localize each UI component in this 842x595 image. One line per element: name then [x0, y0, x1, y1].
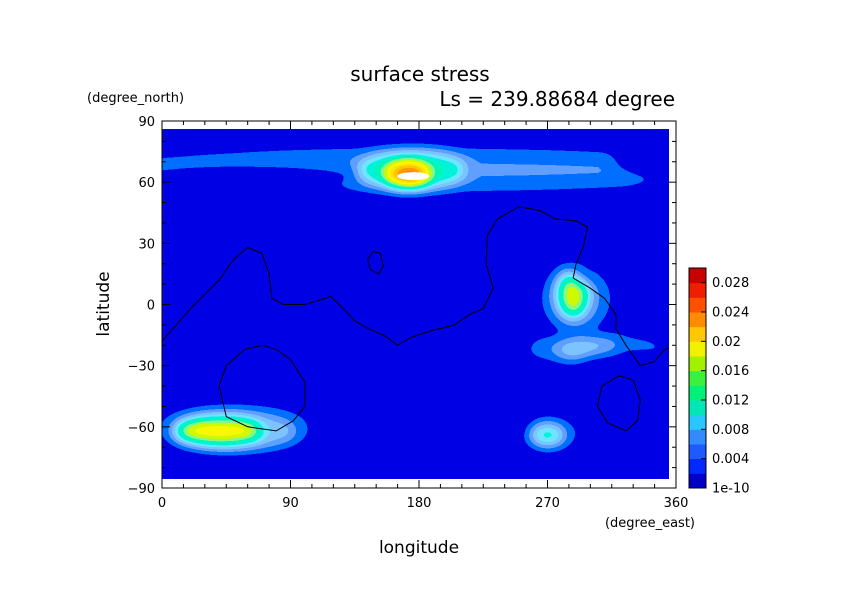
contour-line-1: [367, 251, 384, 275]
contour-line-3: [596, 375, 641, 432]
field-blob-10: [558, 271, 588, 317]
colorbar-tick-label: 1e-10: [712, 482, 750, 497]
saturation-patch: [397, 172, 430, 181]
colorbar-tick-label: 0.008: [712, 423, 749, 438]
y-tick-label: −30: [128, 360, 155, 375]
topography-contours: [162, 206, 669, 432]
field-blob-23: [361, 410, 534, 444]
colorbar-segment: [689, 282, 706, 298]
y-unit-label: (degree_north): [87, 91, 184, 106]
colorbar-segment: [689, 400, 706, 416]
colorbar-segment: [689, 458, 706, 474]
colorbar-segment: [689, 326, 706, 342]
x-axis-label: longitude: [379, 538, 459, 558]
axes: 0 90 180 270 360 90 60 30 0 −30 −60 −90: [128, 115, 689, 511]
y-tick-label: −60: [128, 421, 155, 436]
colorbar-tick-label: 0.028: [712, 276, 749, 291]
colorbar-tick-label: 0.016: [712, 364, 749, 379]
field-blob-24: [162, 455, 669, 479]
y-tick-label: 0: [147, 299, 155, 314]
colorbar-tick-label: 0.024: [712, 306, 749, 321]
x-unit-label: (degree_east): [605, 516, 695, 531]
x-tick-label: 90: [282, 496, 299, 511]
heatmap-field: [162, 129, 669, 479]
field-blob-25: [647, 418, 669, 444]
field-blob-16: [304, 375, 591, 397]
colorbar-segment: [689, 444, 706, 460]
colorbar-segment: [689, 356, 706, 372]
x-tick-label: 360: [664, 496, 689, 511]
colorbar-segment: [689, 414, 706, 430]
field-blob-3: [611, 145, 669, 179]
field-blob-21: [530, 424, 565, 446]
y-tick-label: 90: [138, 115, 155, 130]
colorbar-tick-label: 0.012: [712, 394, 749, 409]
colorbar-segment: [689, 341, 706, 357]
contour-line-2: [218, 344, 306, 432]
field-blob-15: [576, 349, 669, 374]
chart-subtitle: Ls = 239.88684 degree: [439, 87, 675, 111]
colorbar-tick-label: 0.004: [712, 452, 749, 467]
field-blob-2: [162, 163, 362, 189]
colorbar-segment: [689, 473, 706, 489]
x-tick-label: 0: [158, 496, 166, 511]
field-blob-13: [570, 251, 611, 285]
contour-line-0: [162, 206, 669, 367]
colorbar-frame: [688, 267, 707, 489]
x-tick-label: 180: [407, 496, 432, 511]
colorbar-segment: [689, 370, 706, 386]
colorbar-segment: [689, 268, 706, 284]
colorbar-segment: [689, 297, 706, 313]
field-blob-7: [618, 186, 669, 219]
colorbar: 1e-10 0.004 0.008 0.012 0.016 0.02 0.024 0.028: [688, 267, 750, 497]
colorbar-segment: [689, 385, 706, 401]
field-blob-14: [162, 339, 248, 360]
field-blob-22: [583, 400, 669, 433]
y-tick-label: 30: [138, 237, 155, 252]
y-axis-label: latitude: [94, 271, 114, 336]
field-blob-0: [241, 129, 597, 132]
y-tick-label: −90: [128, 482, 155, 497]
chart-title: surface stress: [350, 62, 489, 86]
colorbar-segment: [689, 429, 706, 445]
field-blob-19: [176, 418, 262, 444]
colorbar-tick-label: 0.02: [712, 335, 741, 350]
colorbar-segment: [689, 312, 706, 328]
y-tick-label: 60: [138, 176, 155, 191]
x-tick-label: 270: [535, 496, 560, 511]
